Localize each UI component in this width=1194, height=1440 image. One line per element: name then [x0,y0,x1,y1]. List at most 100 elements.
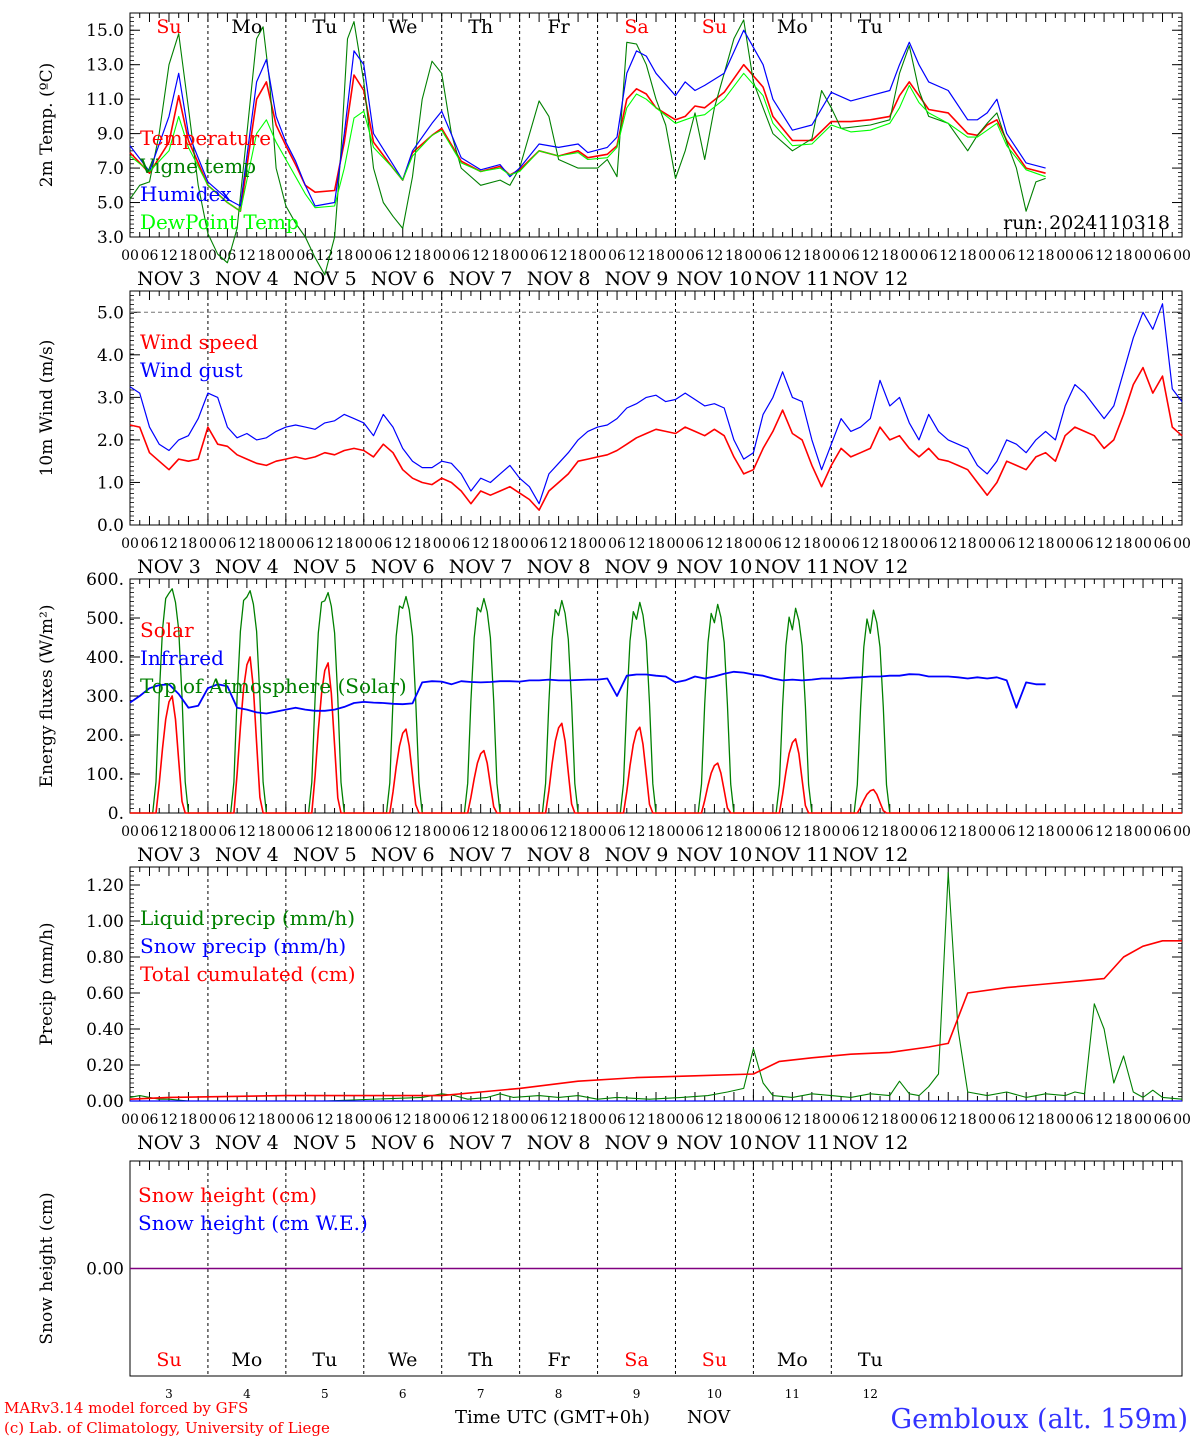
hour-tick-label: 12 [1017,1112,1035,1128]
date-label: NOV 6 [371,556,435,578]
hour-tick-label: 18 [959,1112,977,1128]
hour-tick-label: 18 [257,248,275,264]
hour-tick-label: 12 [783,248,801,264]
hour-tick-label: 18 [647,536,665,552]
hour-tick-label: 18 [881,824,899,840]
hour-tick-label: 00 [355,1112,373,1128]
date-label: NOV 10 [677,844,753,866]
hour-tick-label: 06 [686,824,704,840]
hour-tick-label: 12 [550,536,568,552]
hour-tick-label: 12 [160,1112,178,1128]
legend-entry: Liquid precip (mm/h) [140,906,355,930]
hour-tick-label: 06 [141,824,159,840]
hour-tick-label: 00 [667,1112,685,1128]
hour-tick-label: 00 [277,1112,295,1128]
weekday-label: Th [468,1349,493,1371]
hour-tick-label: 00 [1173,1112,1191,1128]
hour-tick-label: 00 [511,248,529,264]
day-number-label: 5 [321,1387,329,1401]
hour-tick-label: 12 [394,824,412,840]
hour-tick-label: 12 [783,1112,801,1128]
date-label: NOV 5 [293,844,357,866]
weekday-label: Tu [858,1349,883,1371]
hour-tick-label: 12 [628,248,646,264]
y-tick-label: 5.0 [97,194,124,214]
y-tick-label: 600. [86,570,124,590]
y-tick-label: 200. [86,726,124,746]
legend-entry: Solar [140,618,194,642]
hour-tick-label: 12 [939,536,957,552]
hour-tick-label: 00 [277,536,295,552]
hour-tick-label: 00 [277,248,295,264]
hour-tick-label: 00 [978,824,996,840]
hour-tick-label: 06 [530,536,548,552]
date-label: NOV 10 [677,268,753,290]
hour-tick-label: 18 [180,824,198,840]
hour-tick-label: 00 [433,1112,451,1128]
y-tick-label: 3.0 [97,228,124,248]
station-label: Gembloux (alt. 159m) [891,1404,1188,1435]
hour-tick-label: 06 [374,536,392,552]
hour-tick-label: 00 [978,536,996,552]
hour-tick-label: 00 [511,1112,529,1128]
hour-tick-label: 06 [530,824,548,840]
hour-tick-label: 18 [180,1112,198,1128]
date-label: NOV 9 [605,268,669,290]
y-axis-label: 2m Temp. (ºC) [37,63,57,188]
hour-tick-label: 12 [160,824,178,840]
hour-tick-label: 06 [686,1112,704,1128]
hour-tick-label: 00 [900,824,918,840]
hour-tick-label: 06 [1076,248,1094,264]
hour-tick-label: 00 [667,824,685,840]
hour-tick-label: 06 [374,248,392,264]
hour-tick-label: 06 [218,248,236,264]
hour-tick-label: 18 [569,536,587,552]
hour-tick-label: 12 [783,536,801,552]
date-label: NOV 8 [527,844,591,866]
hour-tick-label: 12 [472,824,490,840]
hour-tick-label: 12 [706,248,724,264]
weekday-label: Sa [624,1349,648,1371]
panel-precip: 0.00 0.20 0.40 0.60 0.80 1.00 1.20 Precip (mm/h… [37,866,1191,1154]
hour-tick-label: 06 [842,536,860,552]
hour-tick-label: 06 [141,536,159,552]
weekday-label: Mo [231,16,262,38]
hour-tick-label: 12 [1017,536,1035,552]
hour-tick-label: 00 [199,824,217,840]
day-number-label: 8 [555,1387,563,1401]
hour-tick-label: 18 [1115,536,1133,552]
day-number-label: 10 [707,1387,722,1401]
hour-tick-label: 00 [744,824,762,840]
hour-tick-label: 12 [316,248,334,264]
legend-entry: Total cumulated (cm) [140,962,356,986]
hour-tick-label: 00 [667,248,685,264]
hour-tick-label: 06 [920,1112,938,1128]
hour-tick-label: 00 [355,248,373,264]
hour-tick-label: 12 [628,536,646,552]
date-label: NOV 4 [215,844,279,866]
hour-tick-label: 12 [238,248,256,264]
hour-tick-label: 18 [569,824,587,840]
weekday-label: Th [468,16,493,38]
weekday-label: We [388,1349,417,1371]
legend-entry: Snow height (cm W.E.) [138,1211,368,1235]
hour-tick-label: 12 [628,1112,646,1128]
weekday-label: Tu [312,16,337,38]
legend-entry: Snow precip (mm/h) [140,934,346,958]
hour-tick-label: 00 [1134,1112,1152,1128]
hour-tick-label: 00 [355,536,373,552]
time-axis-month: NOV [687,1407,731,1428]
hour-tick-label: 12 [394,1112,412,1128]
y-tick-label: 15.0 [86,21,124,41]
hour-tick-label: 12 [472,1112,490,1128]
y-tick-label: 9.0 [97,125,124,145]
hour-tick-label: 00 [589,248,607,264]
hour-tick-label: 18 [1115,824,1133,840]
hour-tick-label: 18 [1037,248,1055,264]
day-number-label: 3 [165,1387,173,1401]
y-tick-label: 100. [86,765,124,785]
hour-tick-label: 00 [199,248,217,264]
y-tick-label: 0.20 [86,1056,124,1076]
day-number-label: 9 [633,1387,641,1401]
hour-tick-label: 18 [335,536,353,552]
